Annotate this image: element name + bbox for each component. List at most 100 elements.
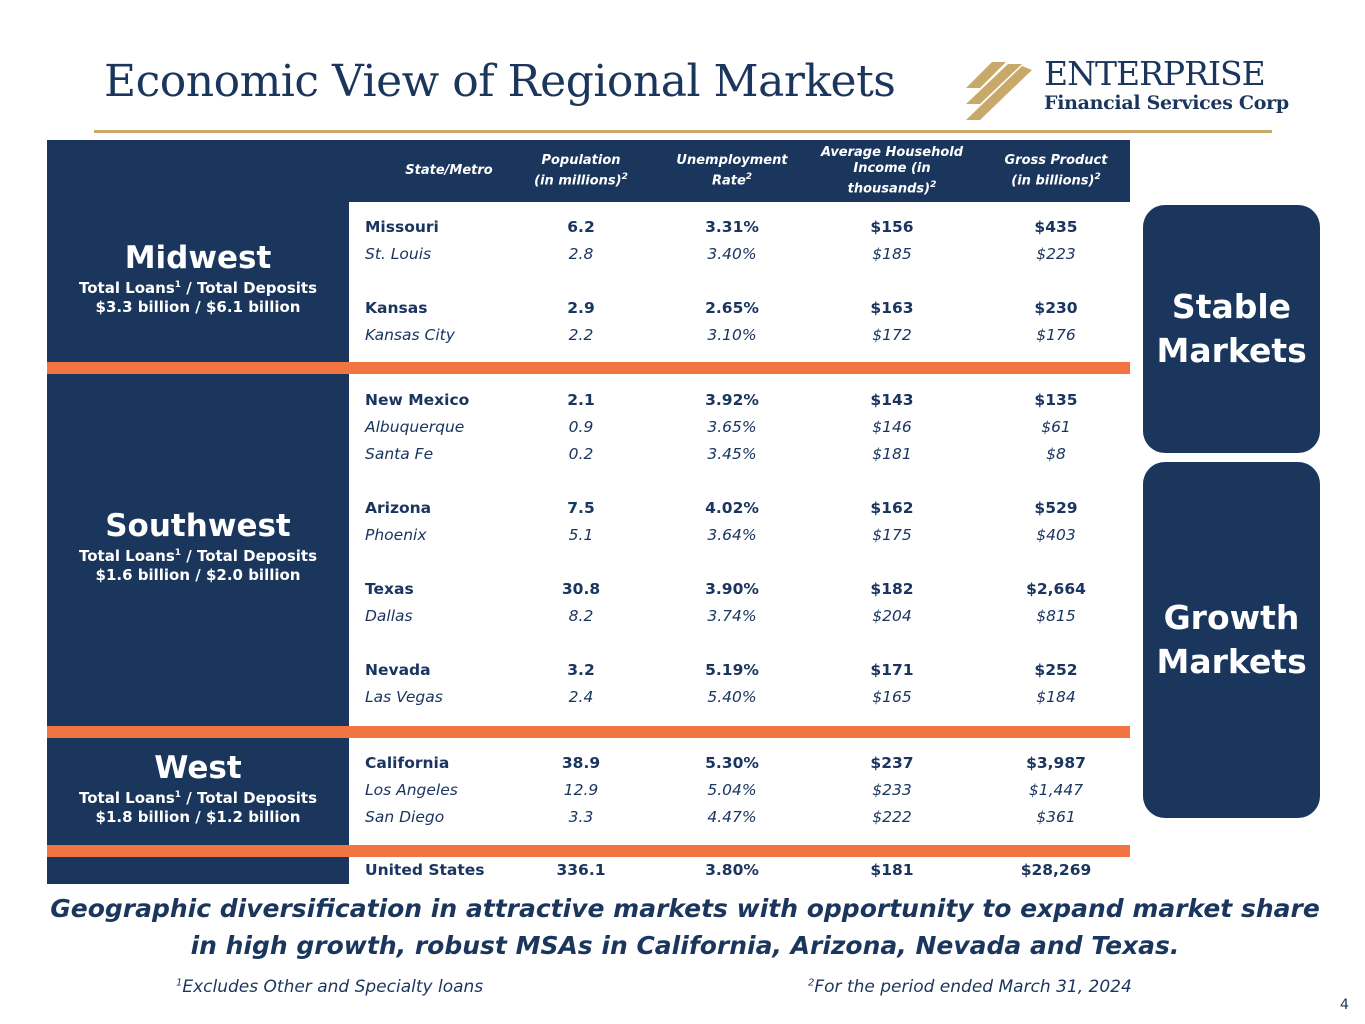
table-row: Santa Fe 0.2 3.45% $181 $8 [349, 441, 1130, 468]
cell-unemployment: 3.40% [707, 245, 757, 263]
region-separator [47, 845, 1130, 857]
table-row: Albuquerque 0.9 3.65% $146 $61 [349, 414, 1130, 441]
cell-gross-product: $28,269 [1020, 861, 1092, 879]
cell-population: 2.4 [568, 688, 594, 706]
cell-gross-product: $230 [1034, 299, 1078, 317]
cell-name: Santa Fe [365, 445, 434, 463]
table-row: New Mexico 2.1 3.92% $143 $135 [349, 387, 1130, 414]
cell-gross-product: $3,987 [1026, 754, 1086, 772]
cell-unemployment: 3.65% [707, 418, 757, 436]
table-row: California 38.9 5.30% $237 $3,987 [349, 750, 1130, 777]
cell-income: $163 [870, 299, 914, 317]
cell-gross-product: $529 [1034, 499, 1078, 517]
cell-population: 2.8 [568, 245, 594, 263]
cell-unemployment: 5.30% [705, 754, 759, 772]
table-row: Las Vegas 2.4 5.40% $165 $184 [349, 684, 1130, 711]
region-separator [47, 362, 1130, 374]
cell-name: New Mexico [365, 391, 470, 409]
region-loans-values: $1.6 billion / $2.0 billion [95, 566, 301, 584]
table-header: State/Metro Population (in millions)2 Un… [349, 140, 1130, 202]
cell-population: 0.2 [568, 445, 594, 463]
cell-population: 30.8 [561, 580, 601, 598]
region-separator [47, 726, 1130, 738]
cell-name: United States [365, 861, 485, 879]
cell-population: 12.9 [563, 781, 599, 799]
region-southwest: Southwest Total Loans1 / Total Deposits … [47, 374, 349, 726]
cell-income: $233 [872, 781, 912, 799]
cell-unemployment: 3.45% [707, 445, 757, 463]
header-unemployment: Unemployment Rate2 [676, 152, 788, 189]
cell-income: $143 [870, 391, 914, 409]
cell-population: 2.9 [567, 299, 595, 317]
cell-unemployment: 3.80% [705, 861, 759, 879]
cell-income: $185 [872, 245, 912, 263]
cell-gross-product: $8 [1046, 445, 1066, 463]
header-income: Average Household Income (in thousands)2 [820, 144, 964, 197]
cell-gross-product: $184 [1036, 688, 1076, 706]
region-west: West Total Loans1 / Total Deposits $1.8 … [47, 738, 349, 845]
cell-unemployment: 4.47% [707, 808, 757, 826]
cell-name: Las Vegas [365, 688, 443, 706]
cell-population: 0.9 [568, 418, 594, 436]
table-row: San Diego 3.3 4.47% $222 $361 [349, 804, 1130, 831]
table-row: Dallas 8.2 3.74% $204 $815 [349, 603, 1130, 630]
table-row: Los Angeles 12.9 5.04% $233 $1,447 [349, 777, 1130, 804]
summary-tagline: Geographic diversification in attractive… [50, 894, 1320, 960]
region-name: Southwest [105, 508, 291, 544]
cell-name: California [365, 754, 450, 772]
cell-unemployment: 3.90% [705, 580, 759, 598]
region-loans-label: Total Loans1 / Total Deposits [78, 279, 318, 297]
cell-name: San Diego [365, 808, 445, 826]
cell-name: Dallas [365, 607, 413, 625]
table-row: St. Louis 2.8 3.40% $185 $223 [349, 241, 1130, 268]
cell-unemployment: 3.31% [705, 218, 759, 236]
cell-population: 2.2 [568, 326, 594, 344]
logo-name: ENTERPRISE [1044, 54, 1266, 93]
cell-name: Missouri [365, 218, 439, 236]
cell-gross-product: $361 [1036, 808, 1076, 826]
cell-name: Albuquerque [365, 418, 465, 436]
cell-gross-product: $403 [1036, 526, 1076, 544]
header-population: Population (in millions)2 [534, 152, 628, 189]
table-row: United States 336.1 3.80% $181 $28,269 [349, 857, 1130, 884]
region-loans-label: Total Loans1 / Total Deposits [78, 547, 318, 565]
cell-income: $181 [870, 861, 914, 879]
cell-name: Los Angeles [365, 781, 458, 799]
cell-unemployment: 3.92% [705, 391, 759, 409]
cell-income: $204 [872, 607, 912, 625]
us-row-left-block [47, 857, 349, 884]
footnote-1: 1Excludes Other and Specialty loans [176, 977, 484, 997]
cell-gross-product: $176 [1036, 326, 1076, 344]
cell-unemployment: 5.19% [705, 661, 759, 679]
cell-name: Kansas City [365, 326, 455, 344]
region-loans-values: $3.3 billion / $6.1 billion [95, 298, 301, 316]
region-name: West [154, 750, 242, 786]
cell-gross-product: $61 [1041, 418, 1071, 436]
title-divider [94, 130, 1272, 133]
cell-income: $237 [870, 754, 914, 772]
cell-population: 2.1 [567, 391, 595, 409]
cell-gross-product: $1,447 [1028, 781, 1084, 799]
cell-income: $181 [872, 445, 912, 463]
cell-population: 7.5 [567, 499, 595, 517]
page-title: Economic View of Regional Markets [104, 56, 896, 107]
region-name: Midwest [124, 240, 272, 276]
table-row: Kansas City 2.2 3.10% $172 $176 [349, 322, 1130, 349]
cell-unemployment: 3.74% [707, 607, 757, 625]
logo-subtitle: Financial Services Corp [1044, 92, 1289, 114]
cell-unemployment: 5.04% [707, 781, 757, 799]
cell-name: Arizona [365, 499, 432, 517]
cell-population: 3.2 [567, 661, 595, 679]
cell-unemployment: 3.64% [707, 526, 757, 544]
cell-unemployment: 2.65% [705, 299, 759, 317]
cell-gross-product: $252 [1034, 661, 1078, 679]
cell-unemployment: 5.40% [707, 688, 757, 706]
region-midwest: Midwest Total Loans1 / Total Deposits $3… [47, 140, 349, 362]
cell-unemployment: 3.10% [707, 326, 757, 344]
growth-markets-badge: Growth Markets [1143, 462, 1320, 818]
cell-name: Texas [365, 580, 414, 598]
cell-gross-product: $815 [1036, 607, 1076, 625]
cell-income: $222 [872, 808, 912, 826]
cell-population: 336.1 [556, 861, 606, 879]
header-gross-product: Gross Product (in billions)2 [1004, 152, 1108, 189]
